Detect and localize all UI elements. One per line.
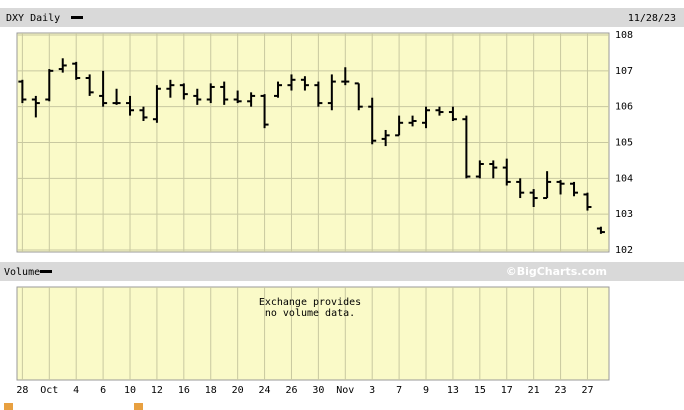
- icon[interactable]: [4, 403, 13, 410]
- y-tick-label: 102: [615, 245, 633, 256]
- credit: ©BigCharts.com: [506, 265, 607, 278]
- grid: [17, 33, 609, 380]
- icon[interactable]: [134, 403, 143, 410]
- x-tick-label: 23: [555, 385, 567, 396]
- x-tick-label: 27: [581, 385, 593, 396]
- x-tick-label: 15: [474, 385, 486, 396]
- x-tick-label: 9: [423, 385, 429, 396]
- legend-swatch: [71, 16, 83, 19]
- legend-label: DXY Daily: [6, 13, 60, 24]
- volume-swatch: [40, 270, 52, 273]
- x-tick-label: 30: [312, 385, 324, 396]
- y-tick-label: 104: [615, 173, 633, 184]
- x-tick-label: 18: [205, 385, 217, 396]
- volume-plot: [16, 286, 610, 381]
- x-tick-label: 10: [124, 385, 136, 396]
- x-tick-label: 20: [232, 385, 244, 396]
- x-tick-label: 3: [369, 385, 375, 396]
- x-tick-label: 24: [259, 385, 271, 396]
- y-tick-label: 107: [615, 66, 633, 77]
- x-tick-label: 28: [16, 385, 28, 396]
- header-bar: [0, 8, 684, 27]
- x-tick-label: 6: [100, 385, 106, 396]
- x-tick-label: 13: [447, 385, 459, 396]
- y-tick-label: 106: [615, 102, 633, 113]
- volume-note: Exchange provides: [259, 297, 361, 308]
- x-tick-label: 12: [151, 385, 163, 396]
- x-tick-label: Oct: [40, 385, 58, 396]
- y-tick-label: 105: [615, 138, 633, 149]
- volume-note: no volume data.: [265, 308, 355, 319]
- volume-title: Volume: [4, 267, 40, 278]
- x-tick-label: 21: [528, 385, 540, 396]
- x-tick-label: 7: [396, 385, 402, 396]
- x-tick-label: 16: [178, 385, 190, 396]
- x-tick-label: 4: [73, 385, 79, 396]
- volume-header: [0, 262, 684, 281]
- x-tick-label: 26: [285, 385, 297, 396]
- date-label: 11/28/23: [628, 13, 676, 24]
- x-tick-label: 17: [501, 385, 513, 396]
- y-tick-label: 103: [615, 209, 633, 220]
- x-tick-label: Nov: [336, 385, 354, 396]
- y-tick-label: 108: [615, 30, 633, 41]
